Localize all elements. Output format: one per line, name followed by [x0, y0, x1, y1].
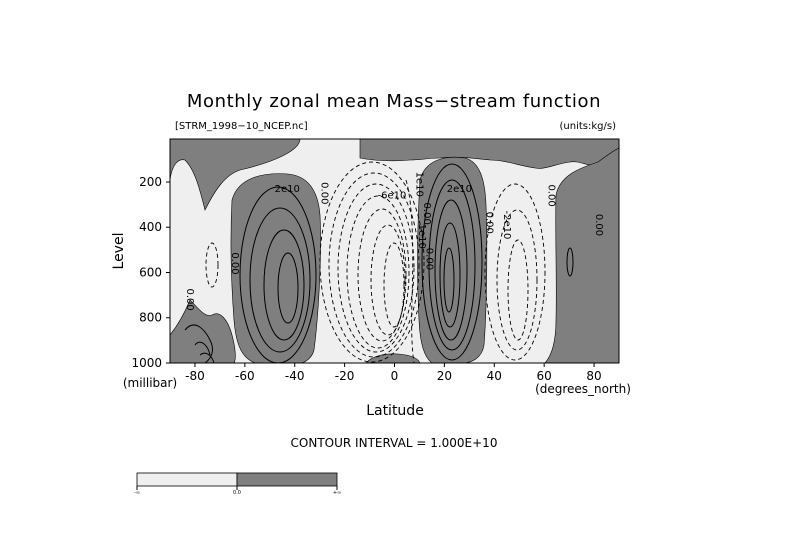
colorbar-label-max: +∞	[333, 490, 341, 496]
contour-line	[263, 229, 305, 341]
x-axis-ticks: -80 -60 -40 -20 0 20 40 60 80	[185, 363, 602, 383]
file-label: [STRM_1998−10_NCEP.nc]	[175, 121, 308, 132]
colorbar-negative-swatch	[136, 472, 238, 487]
contour-label: 0.00	[546, 184, 557, 206]
contour-line	[428, 179, 476, 351]
x-tick-label: 40	[487, 369, 502, 383]
x-tick-label: 60	[537, 369, 552, 383]
contour-interval-label: CONTOUR INTERVAL = 1.000E+10	[291, 436, 498, 450]
y-tick-label: 1000	[131, 356, 162, 370]
contour-label: 2e10	[447, 184, 472, 195]
contour-label: 2e10	[275, 184, 300, 195]
contour-labels: 2e10 0.000.000.00-6e10 1e100.001e100.002e1…	[184, 172, 604, 311]
contour-line	[337, 183, 415, 353]
contour-line	[328, 172, 420, 358]
contour-line	[319, 161, 425, 363]
contour-line	[421, 163, 483, 361]
y-tick-label: 400	[139, 220, 162, 234]
negative-contours	[205, 161, 546, 363]
chart-title: Monthly zonal mean Mass−stream function	[187, 91, 601, 112]
contour-line	[249, 207, 311, 353]
colorbar-positive-swatch	[236, 472, 338, 487]
contour-label: -2e10	[501, 211, 512, 240]
contour-line	[443, 247, 455, 313]
colorbar: -∞ 0.0 +∞	[134, 472, 341, 496]
shade-region	[170, 299, 236, 363]
contour-line	[507, 239, 529, 341]
x-tick-label: -60	[235, 369, 255, 383]
contour-line	[194, 341, 211, 356]
contour-label: 0.00	[483, 212, 494, 234]
contour-line	[439, 222, 461, 328]
contour-label: 0.00	[593, 214, 604, 236]
positive-shading	[170, 139, 619, 363]
x-tick-label: 0	[391, 369, 399, 383]
contour-label: -6e10	[378, 191, 407, 202]
y-axis-title: Level	[111, 233, 127, 270]
y-units-label: (millibar)	[123, 376, 177, 390]
contour-line	[277, 252, 299, 324]
contour-line	[566, 247, 574, 277]
contour-label: 0.00	[421, 203, 432, 225]
x-tick-label: -20	[335, 369, 355, 383]
colorbar-label-zero: 0.0	[233, 490, 241, 496]
contour-label: 0.00	[229, 252, 240, 274]
x-tick-label: 80	[586, 369, 601, 383]
contour-line	[496, 209, 538, 351]
contour-label: 0.00	[184, 289, 195, 311]
contour-line	[357, 208, 407, 342]
x-tick-label: -40	[285, 369, 305, 383]
positive-contours	[184, 163, 574, 363]
contour-line	[370, 224, 406, 336]
y-tick-label: 600	[139, 265, 162, 279]
contour-line	[405, 179, 415, 363]
contour-line	[434, 199, 468, 341]
contour-line	[199, 352, 215, 363]
contour-line	[239, 186, 317, 363]
x-axis-title: Latitude	[366, 403, 424, 419]
contour-label: 1e10	[413, 172, 424, 197]
contour-line	[184, 324, 213, 363]
plot-area	[170, 139, 619, 363]
contour-line	[205, 242, 219, 288]
y-tick-label: 200	[139, 175, 162, 189]
y-axis-ticks: 200 400 600 800 1000	[131, 175, 170, 370]
contour-label: 1e10	[416, 224, 427, 249]
x-units-label: (degrees_north)	[535, 382, 631, 396]
units-label: (units:kg/s)	[560, 121, 617, 132]
contour-line	[346, 195, 410, 349]
contour-label: 0.00	[319, 182, 330, 204]
contour-line	[383, 242, 405, 328]
colorbar-label-min: -∞	[134, 490, 140, 496]
x-tick-label: -80	[185, 369, 205, 383]
contour-label: 0.00	[423, 248, 434, 270]
shade-region	[170, 139, 301, 211]
contour-line	[484, 183, 546, 361]
y-tick-label: 800	[139, 311, 162, 325]
x-tick-label: 20	[437, 369, 452, 383]
